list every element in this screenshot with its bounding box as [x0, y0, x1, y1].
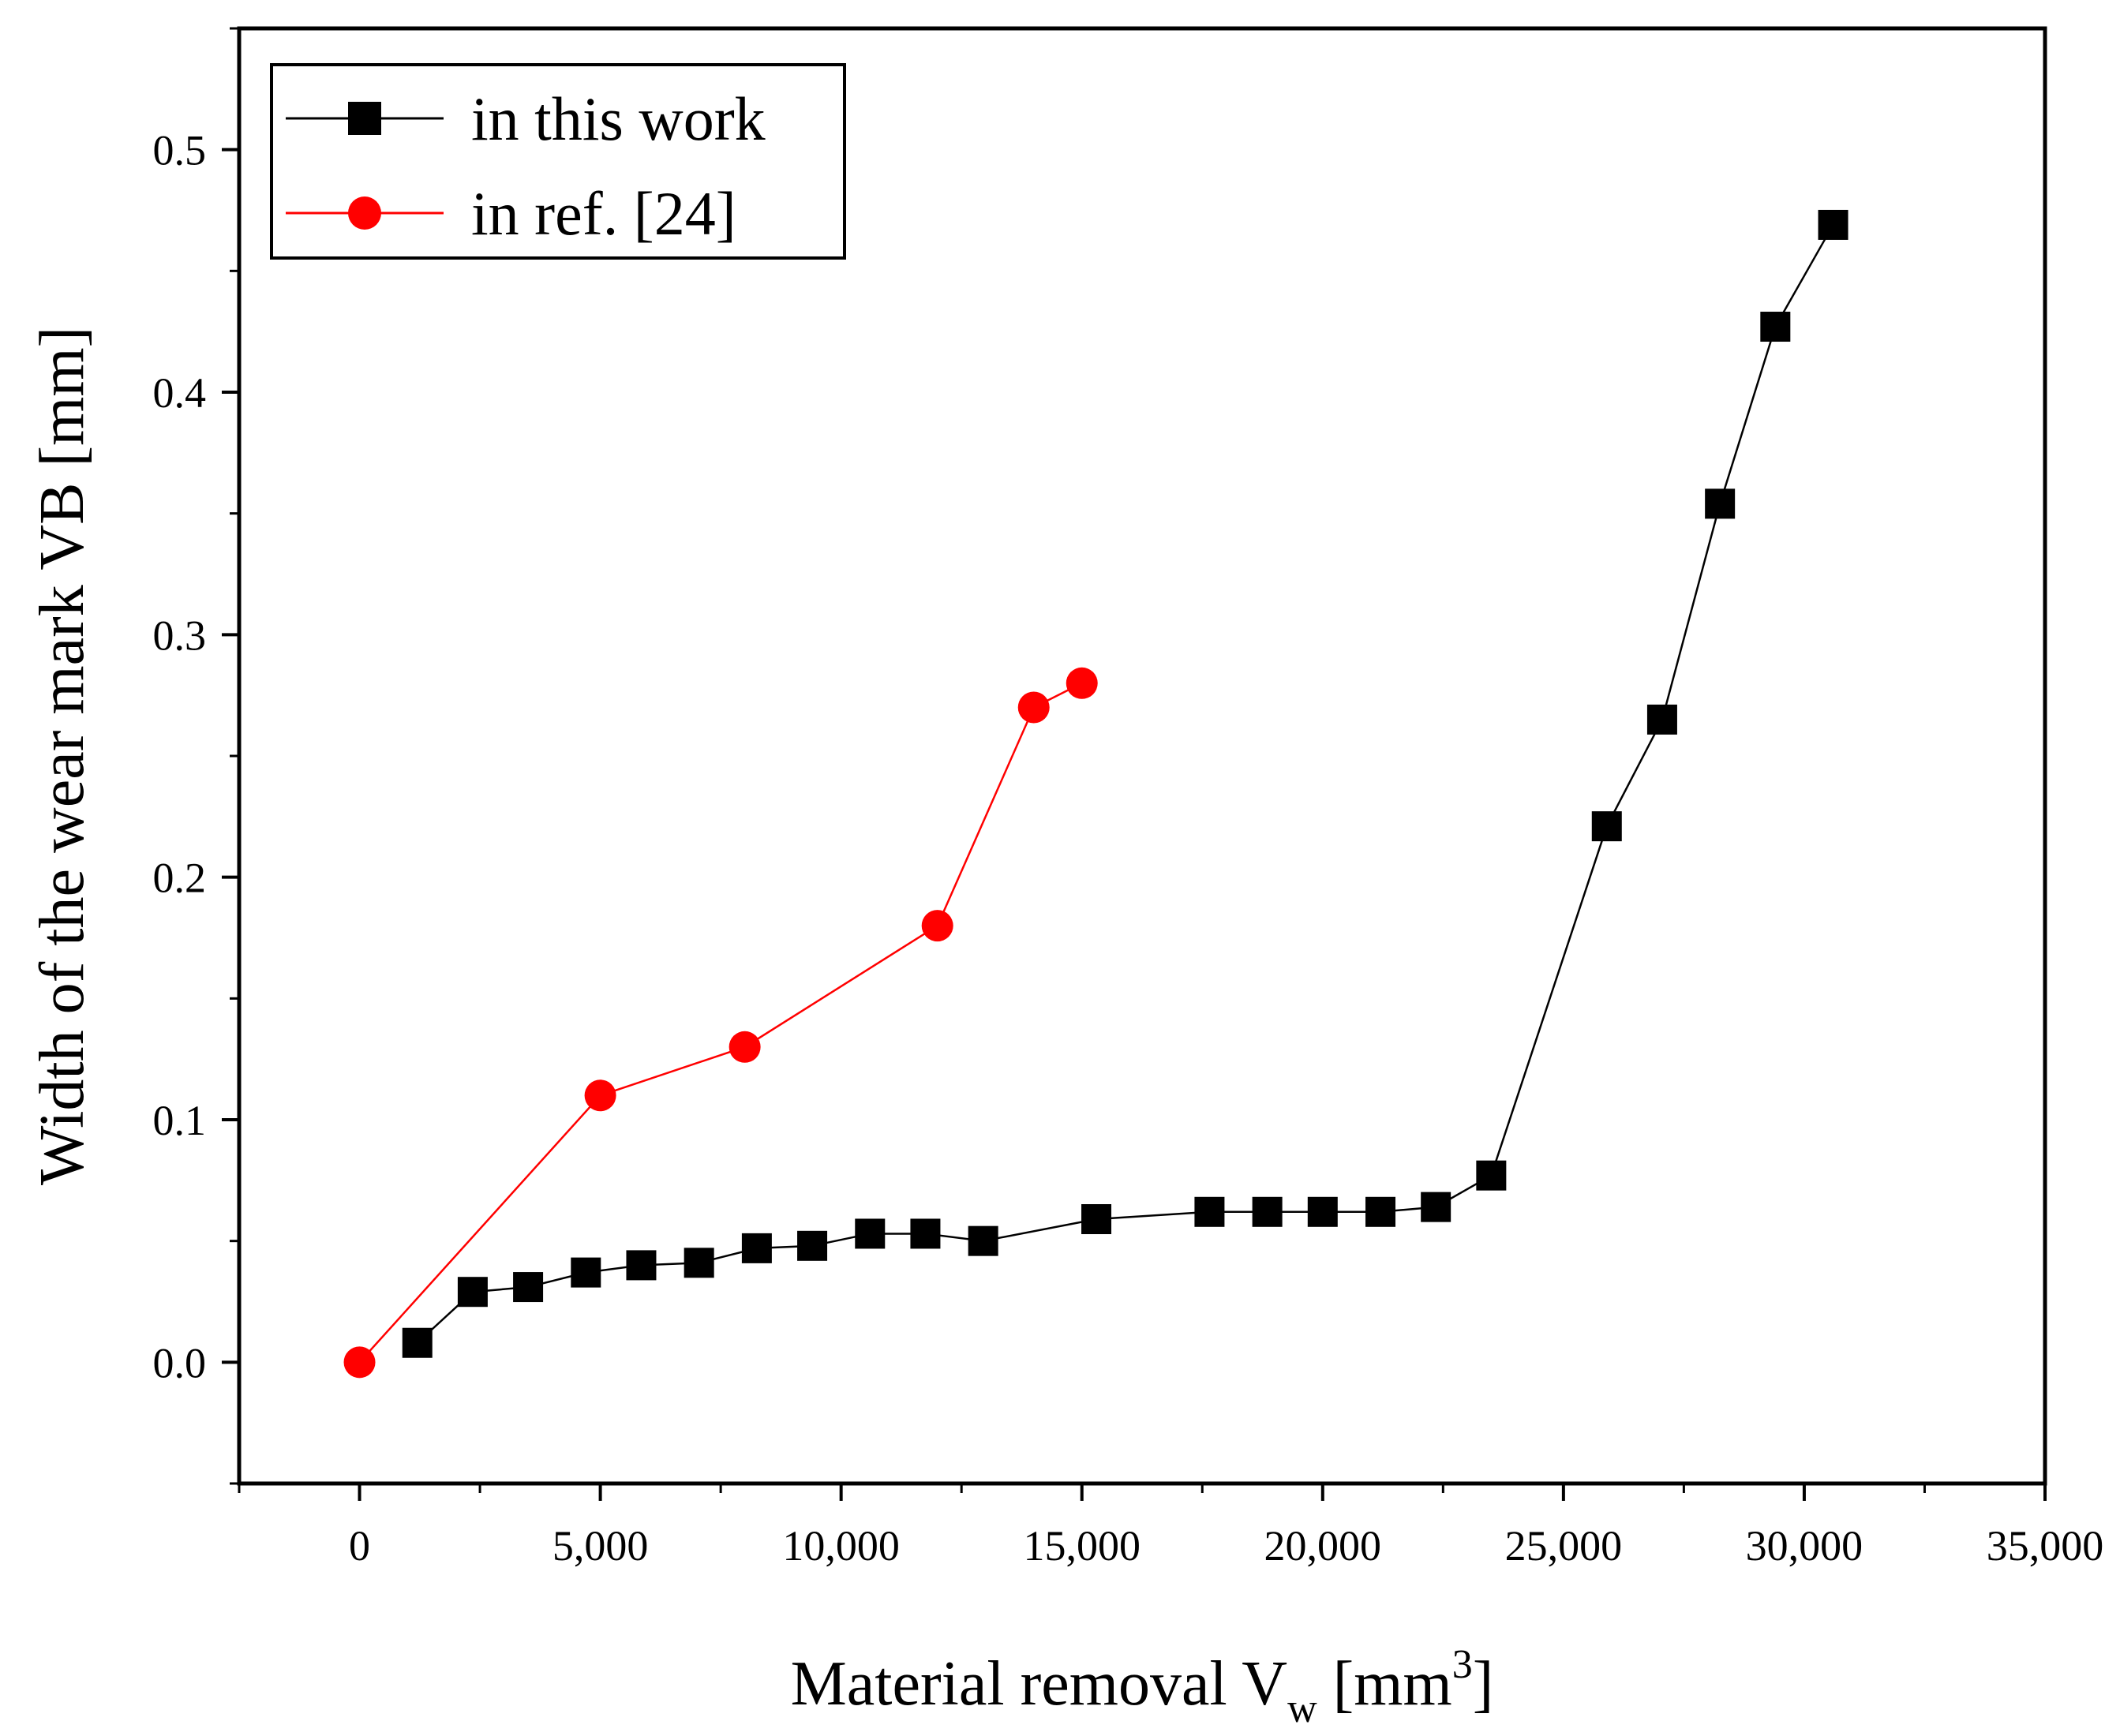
data-point-square [1476, 1160, 1507, 1191]
data-point-square [910, 1218, 941, 1249]
x-tick-label: 15,000 [1023, 1522, 1141, 1570]
y-tick-label: 0.2 [153, 855, 207, 902]
x-tick-label: 5,000 [552, 1522, 649, 1570]
data-point-square [684, 1248, 714, 1278]
data-point-square [571, 1257, 601, 1288]
data-point-square [855, 1218, 886, 1249]
x-axis-title: Material removal Vw [mm3] [791, 1642, 1494, 1731]
legend-label-this-work: in this work [471, 84, 766, 153]
x-tick-label: 10,000 [782, 1522, 900, 1570]
y-tick-label: 0.5 [153, 127, 207, 174]
x-tick-label: 35,000 [1987, 1522, 2104, 1570]
x-axis-title-unit: [mm [1317, 1649, 1452, 1719]
legend: in this work in ref. [24] [270, 63, 846, 260]
data-point-square [1421, 1192, 1451, 1222]
data-point-circle [921, 910, 953, 942]
x-axis-ticks: 0 5,000 10,000 15,000 20,000 25,000 30,000 35,0… [238, 1483, 2104, 1570]
data-point-square [968, 1225, 998, 1256]
data-point-square [1307, 1196, 1338, 1227]
data-point-square [1760, 312, 1791, 342]
y-tick-label: 0.0 [153, 1339, 207, 1386]
data-point-circle [1017, 691, 1050, 724]
data-point-circle [1066, 667, 1098, 699]
x-axis-title-close: ] [1473, 1649, 1494, 1719]
data-point-square [1081, 1204, 1112, 1235]
data-point-square [1818, 209, 1848, 240]
series-line-1 [358, 682, 1083, 1364]
data-point-square [1705, 488, 1736, 519]
x-axis-title-main: Material removal V [791, 1649, 1287, 1719]
y-axis-ticks: 0.0 0.1 0.2 0.3 0.4 0.5 [153, 27, 239, 1485]
series-layer [343, 209, 1848, 1379]
x-tick-label: 0 [349, 1522, 370, 1570]
data-point-square [1194, 1196, 1225, 1227]
legend-label-ref: in ref. [24] [471, 179, 736, 248]
series-line-0 [416, 224, 1834, 1344]
y-axis-title: Width of the wear mark VB [mm] [28, 327, 97, 1185]
data-point-square [626, 1250, 657, 1281]
data-point-circle [343, 1346, 376, 1379]
data-point-square [1252, 1196, 1283, 1227]
data-point-circle [729, 1031, 761, 1063]
data-point-square [1591, 811, 1622, 842]
data-point-square [402, 1327, 433, 1358]
data-point-square [1646, 704, 1677, 735]
data-point-square [513, 1272, 544, 1303]
data-point-square [741, 1233, 772, 1263]
data-point-circle [584, 1079, 616, 1112]
x-axis-title-sub: w [1287, 1686, 1317, 1731]
y-tick-label: 0.1 [153, 1097, 207, 1144]
y-tick-label: 0.3 [153, 612, 207, 659]
x-tick-label: 30,000 [1746, 1522, 1863, 1570]
x-axis-title-sup: 3 [1452, 1642, 1473, 1687]
x-tick-label: 25,000 [1505, 1522, 1623, 1570]
x-tick-label: 20,000 [1264, 1522, 1382, 1570]
data-point-square [457, 1277, 488, 1308]
y-tick-label: 0.4 [153, 369, 207, 417]
data-point-square [797, 1230, 828, 1261]
data-point-square [1365, 1196, 1396, 1227]
legend-marker-circle [348, 196, 381, 230]
legend-marker-square [348, 102, 381, 135]
